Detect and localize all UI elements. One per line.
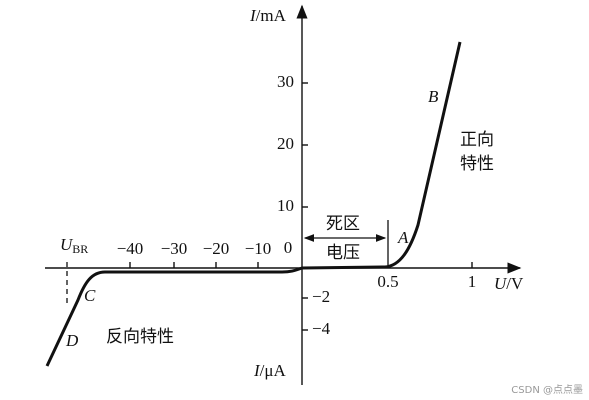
y-tick-label: −2 bbox=[312, 287, 330, 306]
x-tick-label: −40 bbox=[117, 239, 144, 258]
dead-zone-label: 死区 bbox=[326, 214, 360, 234]
x-label: U/V bbox=[494, 274, 524, 293]
x-tick-label: 0.5 bbox=[377, 272, 398, 291]
forward-label: 特性 bbox=[460, 154, 494, 174]
breakdown-label: UBR bbox=[60, 235, 88, 256]
tick-marks bbox=[129, 82, 473, 331]
y-top-label: I/mA bbox=[249, 6, 287, 25]
reverse-curve bbox=[45, 266, 303, 367]
y-tick-label: 10 bbox=[277, 196, 294, 215]
point-label: A bbox=[397, 228, 409, 247]
reverse-label: 反向特性 bbox=[106, 327, 174, 347]
y-tick-label: 30 bbox=[277, 72, 294, 91]
y-tick-label: −4 bbox=[312, 319, 331, 338]
x-tick-label: −10 bbox=[245, 239, 272, 258]
x-tick-label: 1 bbox=[468, 272, 477, 291]
x-tick-label: −30 bbox=[161, 239, 188, 258]
forward-curve bbox=[301, 41, 462, 270]
forward-label: 正向 bbox=[460, 130, 494, 150]
y-tick-label: 20 bbox=[277, 134, 294, 153]
point-label: C bbox=[84, 286, 96, 305]
origin-label: 0 bbox=[284, 238, 293, 257]
point-label: D bbox=[65, 331, 79, 350]
point-label: B bbox=[428, 87, 439, 106]
y-bottom-label: I/μA bbox=[253, 361, 287, 380]
x-tick-label: −20 bbox=[203, 239, 230, 258]
dead-zone-label: 电压 bbox=[326, 243, 360, 263]
watermark: CSDN @点点墨 bbox=[511, 384, 583, 396]
